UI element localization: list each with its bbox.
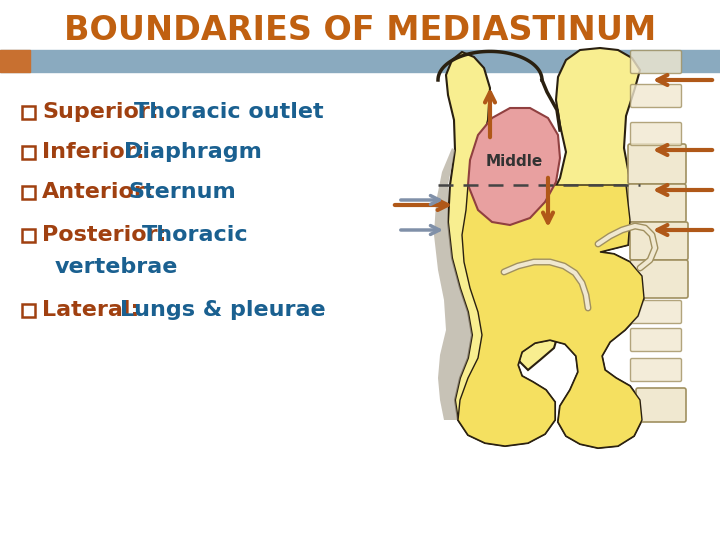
Text: Lungs & pleurae: Lungs & pleurae <box>120 300 325 320</box>
Text: BOUNDARIES OF MEDIASTINUM: BOUNDARIES OF MEDIASTINUM <box>64 14 656 46</box>
Text: Superior:: Superior: <box>42 102 158 122</box>
Text: Thoracic: Thoracic <box>142 225 248 245</box>
FancyBboxPatch shape <box>630 260 688 298</box>
FancyBboxPatch shape <box>630 222 688 260</box>
Polygon shape <box>446 48 644 448</box>
Text: Sternum: Sternum <box>128 182 235 202</box>
Text: 7: 7 <box>654 234 663 247</box>
FancyBboxPatch shape <box>631 300 682 323</box>
FancyBboxPatch shape <box>628 184 686 222</box>
FancyBboxPatch shape <box>631 359 682 381</box>
Bar <box>22 106 35 119</box>
Bar <box>0 50 30 72</box>
Text: 5: 5 <box>652 158 662 171</box>
Bar <box>22 186 35 199</box>
Bar <box>0 50 720 72</box>
Text: Middle: Middle <box>485 154 543 170</box>
Polygon shape <box>458 185 644 448</box>
Text: 8: 8 <box>654 273 663 286</box>
Bar <box>22 304 35 317</box>
Text: Inferior:: Inferior: <box>42 142 145 162</box>
FancyBboxPatch shape <box>631 123 682 145</box>
FancyBboxPatch shape <box>628 144 686 184</box>
Text: Lateral:: Lateral: <box>42 300 140 320</box>
Text: 12: 12 <box>653 400 669 410</box>
Text: 6: 6 <box>653 197 661 210</box>
Polygon shape <box>434 148 472 420</box>
FancyBboxPatch shape <box>636 388 686 422</box>
Polygon shape <box>468 108 560 225</box>
Bar <box>22 229 35 242</box>
Text: Diaphragm: Diaphragm <box>124 142 262 162</box>
Text: Thoracic outlet: Thoracic outlet <box>134 102 323 122</box>
FancyBboxPatch shape <box>631 84 682 107</box>
Text: vertebrae: vertebrae <box>55 257 179 277</box>
Bar <box>22 146 35 159</box>
Text: Posterior:: Posterior: <box>42 225 166 245</box>
FancyBboxPatch shape <box>631 51 682 73</box>
Text: Anterior:: Anterior: <box>42 182 155 202</box>
FancyBboxPatch shape <box>631 328 682 352</box>
